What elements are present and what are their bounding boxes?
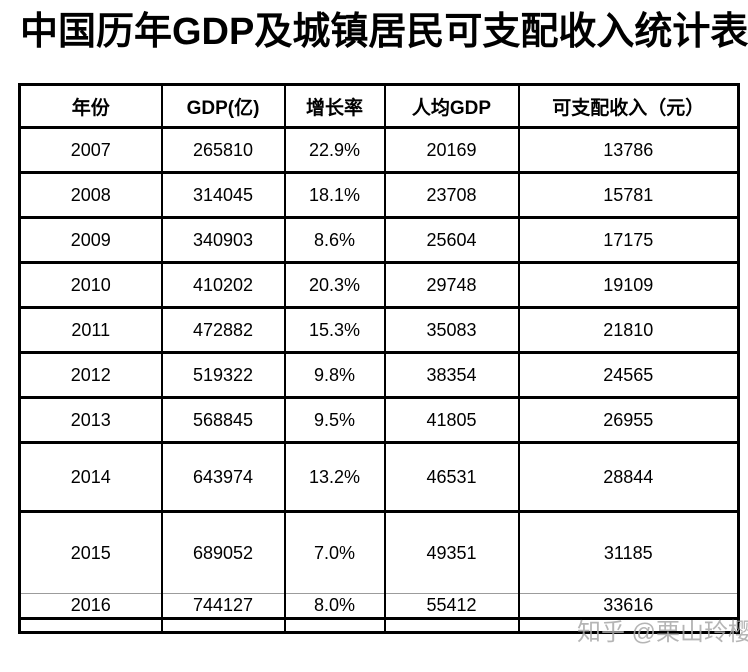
table-cell: 41805 (383, 396, 520, 444)
table-row: 2011 472882 15.3% 35083 21810 (18, 306, 740, 354)
table-cell: 35083 (383, 306, 520, 354)
empty-cell (18, 617, 163, 633)
table-cell: 340903 (160, 216, 286, 264)
table-cell: 20169 (383, 126, 520, 174)
table-row: 2009 340903 8.6% 25604 17175 (18, 216, 740, 264)
table-cell: 2007 (18, 126, 163, 174)
table-row: 2012 519322 9.8% 38354 24565 (18, 351, 740, 399)
table-cell: 17175 (517, 216, 740, 264)
table-cell: 23708 (383, 171, 520, 219)
table-header-row: 年份 GDP(亿) 增长率 人均GDP 可支配收入（元） (18, 83, 740, 129)
table-cell: 31185 (517, 510, 740, 594)
table-cell: 15781 (517, 171, 740, 219)
table-cell: 55412 (383, 593, 520, 620)
empty-cell (283, 617, 386, 633)
table-cell: 314045 (160, 171, 286, 219)
table-cell: 15.3% (283, 306, 386, 354)
table-cell: 28844 (517, 441, 740, 513)
table-cell: 13786 (517, 126, 740, 174)
table-cell: 9.8% (283, 351, 386, 399)
table-cell: 33616 (517, 593, 740, 620)
empty-cell (517, 617, 740, 633)
page-title: 中国历年GDP及城镇居民可支配收入统计表 (20, 11, 748, 53)
table-cell: 2016 (18, 593, 163, 620)
table-cell: 20.3% (283, 261, 386, 309)
table-cell: 13.2% (283, 441, 386, 513)
table-cell: 568845 (160, 396, 286, 444)
table-cell: 18.1% (283, 171, 386, 219)
clipped-row (18, 617, 740, 633)
table-cell: 643974 (160, 441, 286, 513)
empty-cell (383, 617, 520, 633)
table-cell: 19109 (517, 261, 740, 309)
table-cell: 744127 (160, 593, 286, 620)
table-cell: 2010 (18, 261, 163, 309)
table-cell: 9.5% (283, 396, 386, 444)
gdp-income-table: 年份 GDP(亿) 增长率 人均GDP 可支配收入（元） 2007 265810 22.9%… (18, 83, 740, 634)
table-cell: 49351 (383, 510, 520, 594)
table-cell: 24565 (517, 351, 740, 399)
table-cell: 7.0% (283, 510, 386, 594)
table-row: 2008 314045 18.1% 23708 15781 (18, 171, 740, 219)
column-header: 可支配收入（元） (517, 83, 740, 129)
table-cell: 2015 (18, 510, 163, 594)
table-row: 2014 643974 13.2% 46531 28844 (18, 441, 740, 513)
table-cell: 2013 (18, 396, 163, 444)
table-row: 2013 568845 9.5% 41805 26955 (18, 396, 740, 444)
table-cell: 22.9% (283, 126, 386, 174)
table-cell: 2011 (18, 306, 163, 354)
table-cell: 2008 (18, 171, 163, 219)
table-row: 2016 744127 8.0% 55412 33616 (18, 593, 740, 620)
table-cell: 519322 (160, 351, 286, 399)
table-cell: 2012 (18, 351, 163, 399)
empty-cell (160, 617, 286, 633)
table-cell: 46531 (383, 441, 520, 513)
page: { "title": "中国历年GDP及城镇居民可支配收入统计表", "wate… (0, 8, 748, 672)
table-cell: 8.6% (283, 216, 386, 264)
table-cell: 8.0% (283, 593, 386, 620)
table-cell: 26955 (517, 396, 740, 444)
table-cell: 21810 (517, 306, 740, 354)
table-cell: 472882 (160, 306, 286, 354)
column-header: GDP(亿) (160, 83, 286, 129)
column-header: 年份 (18, 83, 163, 129)
table-cell: 2014 (18, 441, 163, 513)
column-header: 人均GDP (383, 83, 520, 129)
table-row: 2015 689052 7.0% 49351 31185 (18, 510, 740, 594)
table-cell: 29748 (383, 261, 520, 309)
table-cell: 38354 (383, 351, 520, 399)
table-cell: 410202 (160, 261, 286, 309)
column-header: 增长率 (283, 83, 386, 129)
table-cell: 689052 (160, 510, 286, 594)
table-cell: 25604 (383, 216, 520, 264)
table-cell: 2009 (18, 216, 163, 264)
table-row: 2007 265810 22.9% 20169 13786 (18, 126, 740, 174)
table-body: 2007 265810 22.9% 20169 13786 2008 314045 18.1%… (18, 126, 740, 633)
table-cell: 265810 (160, 126, 286, 174)
table-row: 2010 410202 20.3% 29748 19109 (18, 261, 740, 309)
